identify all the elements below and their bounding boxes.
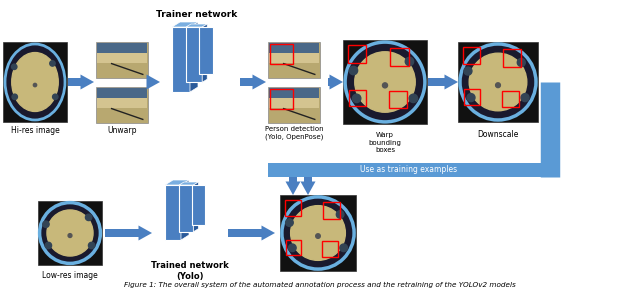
Text: Warp
bounding
boxes: Warp bounding boxes [369, 132, 401, 153]
Polygon shape [330, 74, 343, 90]
FancyBboxPatch shape [228, 229, 262, 237]
Circle shape [337, 211, 344, 218]
FancyBboxPatch shape [97, 43, 147, 63]
FancyBboxPatch shape [105, 229, 138, 237]
Circle shape [521, 94, 529, 102]
Polygon shape [138, 226, 152, 240]
Polygon shape [193, 182, 198, 232]
FancyBboxPatch shape [240, 78, 253, 86]
Polygon shape [285, 182, 301, 195]
Ellipse shape [12, 53, 58, 111]
FancyBboxPatch shape [328, 78, 330, 86]
Circle shape [43, 221, 49, 228]
Text: Use as training examples: Use as training examples [360, 166, 458, 175]
FancyBboxPatch shape [179, 185, 193, 232]
Text: Low-res image: Low-res image [42, 271, 98, 280]
Polygon shape [147, 74, 160, 90]
Circle shape [85, 214, 92, 221]
Text: Hi-res image: Hi-res image [11, 126, 60, 135]
FancyBboxPatch shape [269, 88, 319, 108]
Circle shape [464, 67, 472, 75]
Circle shape [460, 44, 536, 120]
Circle shape [495, 83, 500, 88]
Circle shape [349, 66, 358, 75]
FancyBboxPatch shape [172, 27, 190, 92]
FancyBboxPatch shape [96, 42, 148, 78]
Circle shape [383, 83, 388, 88]
FancyBboxPatch shape [97, 88, 147, 108]
Circle shape [345, 42, 425, 122]
FancyBboxPatch shape [268, 42, 320, 78]
Circle shape [50, 61, 55, 66]
Circle shape [52, 94, 58, 100]
FancyBboxPatch shape [68, 78, 81, 86]
Circle shape [88, 242, 95, 249]
Circle shape [469, 53, 527, 111]
Circle shape [405, 57, 413, 66]
FancyBboxPatch shape [269, 88, 319, 98]
Circle shape [340, 244, 348, 252]
Text: Trainer network: Trainer network [156, 10, 237, 19]
FancyBboxPatch shape [38, 201, 102, 265]
Text: Figure 1: The overall system of the automated annotation process and the retrain: Figure 1: The overall system of the auto… [124, 282, 516, 288]
Text: Unwarp: Unwarp [108, 126, 137, 135]
Circle shape [316, 234, 320, 238]
Circle shape [68, 234, 72, 237]
Circle shape [285, 219, 293, 226]
FancyBboxPatch shape [147, 78, 152, 86]
FancyBboxPatch shape [186, 27, 202, 82]
Polygon shape [165, 180, 189, 185]
Circle shape [33, 84, 36, 87]
Circle shape [355, 52, 415, 112]
FancyBboxPatch shape [199, 27, 213, 74]
FancyBboxPatch shape [3, 42, 67, 122]
FancyBboxPatch shape [428, 78, 445, 86]
Polygon shape [301, 182, 316, 195]
FancyBboxPatch shape [289, 177, 297, 182]
Polygon shape [253, 74, 266, 90]
Text: Downscale: Downscale [477, 130, 518, 139]
Text: Person detection
(Yolo, OpenPose): Person detection (Yolo, OpenPose) [265, 126, 323, 140]
FancyBboxPatch shape [165, 185, 181, 240]
Ellipse shape [5, 44, 65, 120]
FancyBboxPatch shape [304, 177, 312, 182]
Polygon shape [179, 182, 198, 185]
Circle shape [12, 64, 17, 70]
Circle shape [289, 244, 296, 252]
Polygon shape [445, 74, 458, 90]
Polygon shape [172, 22, 198, 27]
FancyBboxPatch shape [343, 40, 427, 124]
FancyBboxPatch shape [269, 43, 319, 53]
Text: Trained network
(Yolo): Trained network (Yolo) [151, 261, 229, 281]
FancyBboxPatch shape [96, 87, 148, 123]
Polygon shape [186, 24, 207, 27]
Polygon shape [81, 74, 94, 90]
Polygon shape [262, 226, 275, 240]
Circle shape [291, 206, 346, 260]
FancyBboxPatch shape [97, 43, 147, 53]
Circle shape [282, 197, 354, 269]
FancyBboxPatch shape [458, 42, 538, 122]
Polygon shape [202, 24, 207, 82]
FancyBboxPatch shape [280, 195, 356, 271]
Circle shape [353, 94, 361, 103]
Polygon shape [190, 22, 198, 92]
FancyBboxPatch shape [268, 87, 320, 123]
Circle shape [467, 94, 475, 102]
Circle shape [409, 94, 417, 103]
Circle shape [45, 242, 52, 249]
FancyBboxPatch shape [269, 43, 319, 63]
FancyBboxPatch shape [192, 185, 205, 225]
FancyBboxPatch shape [97, 88, 147, 98]
Circle shape [40, 203, 100, 263]
Circle shape [12, 94, 17, 100]
Circle shape [47, 210, 93, 256]
FancyBboxPatch shape [268, 163, 550, 177]
Circle shape [517, 58, 525, 66]
Polygon shape [181, 180, 189, 240]
